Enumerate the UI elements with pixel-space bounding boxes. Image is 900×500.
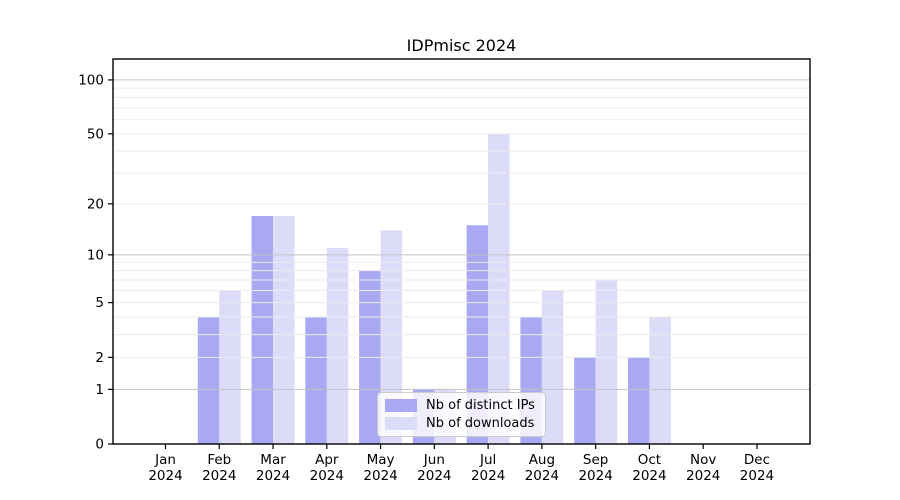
y-tick-label: 0 bbox=[95, 437, 104, 453]
legend-swatch-distinct-ips bbox=[385, 399, 417, 412]
bar-downloads-mar bbox=[273, 215, 295, 444]
y-tick-label: 1 bbox=[95, 382, 104, 398]
legend-label: Nb of distinct IPs bbox=[426, 398, 535, 413]
bar-distinct-ips-feb bbox=[197, 317, 220, 444]
y-tick-label: 100 bbox=[78, 72, 104, 88]
x-tick-label-year: 2024 bbox=[525, 468, 559, 484]
bar-distinct-ips-mar bbox=[251, 215, 274, 444]
bar-distinct-ips-sep bbox=[574, 357, 596, 444]
x-tick-label-month: Oct bbox=[638, 452, 661, 468]
x-tick-label-year: 2024 bbox=[686, 468, 720, 484]
legend-item: Nb of distinct IPs bbox=[385, 398, 538, 413]
x-tick-label-year: 2024 bbox=[310, 468, 344, 484]
y-tick-label: 20 bbox=[87, 196, 104, 212]
bar-downloads-sep bbox=[595, 279, 618, 444]
y-tick-label: 50 bbox=[87, 126, 104, 142]
x-tick-label-year: 2024 bbox=[740, 468, 774, 484]
bar-downloads-may bbox=[380, 230, 403, 444]
bar-distinct-ips-oct bbox=[627, 357, 650, 444]
x-tick-label-year: 2024 bbox=[148, 468, 182, 484]
x-tick-label-month: Jun bbox=[423, 452, 445, 468]
bar-downloads-apr bbox=[326, 247, 349, 444]
bar-downloads-jul bbox=[488, 133, 510, 444]
x-tick-label-month: Jul bbox=[479, 452, 496, 468]
legend-label: Nb of downloads bbox=[426, 416, 535, 431]
legend: Nb of distinct IPs Nb of downloads bbox=[377, 392, 546, 437]
x-tick-label-month: Jan bbox=[154, 452, 176, 468]
x-tick-label-month: Dec bbox=[744, 452, 770, 468]
x-tick-label-year: 2024 bbox=[417, 468, 451, 484]
legend-item: Nb of downloads bbox=[385, 416, 538, 431]
x-tick-label-year: 2024 bbox=[471, 468, 505, 484]
x-tick-label-year: 2024 bbox=[632, 468, 666, 484]
x-tick-label-year: 2024 bbox=[363, 468, 397, 484]
y-tick-label: 10 bbox=[87, 247, 104, 263]
x-tick-label-month: Nov bbox=[690, 452, 716, 468]
x-tick-label-year: 2024 bbox=[578, 468, 612, 484]
bar-downloads-feb bbox=[219, 290, 241, 444]
x-tick-label-month: Apr bbox=[315, 452, 339, 468]
x-tick-label-month: May bbox=[367, 452, 395, 468]
x-tick-label-month: Sep bbox=[583, 452, 608, 468]
chart-title: IDPmisc 2024 bbox=[406, 36, 517, 55]
bar-distinct-ips-apr bbox=[305, 317, 327, 444]
x-tick-label-month: Feb bbox=[207, 452, 231, 468]
bar-downloads-aug bbox=[541, 290, 564, 444]
x-tick-label-year: 2024 bbox=[256, 468, 290, 484]
y-tick-label: 2 bbox=[95, 350, 104, 366]
x-tick-label-month: Mar bbox=[260, 452, 286, 468]
x-tick-label-month: Aug bbox=[529, 452, 555, 468]
x-tick-label-year: 2024 bbox=[202, 468, 236, 484]
y-tick-label: 5 bbox=[95, 295, 104, 311]
bar-downloads-oct bbox=[649, 317, 671, 444]
legend-swatch-downloads bbox=[385, 417, 417, 430]
axes-spines bbox=[112, 58, 811, 445]
